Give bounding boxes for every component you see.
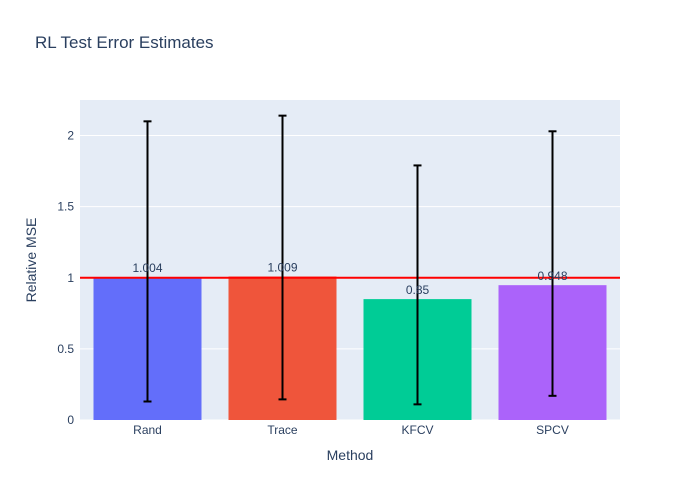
x-axis-title: Method xyxy=(327,447,374,463)
chart-title: RL Test Error Estimates xyxy=(35,33,214,52)
y-tick-label: 0.5 xyxy=(57,342,74,356)
y-tick-label: 2 xyxy=(67,129,74,143)
data-label: 1.009 xyxy=(267,260,297,274)
data-label: 0.85 xyxy=(406,283,430,297)
error-bars xyxy=(143,114,557,406)
x-tick-label: KFCV xyxy=(401,423,433,437)
x-tick-label: SPCV xyxy=(536,423,569,437)
data-label: 1.004 xyxy=(132,261,162,275)
y-tick-label: 1 xyxy=(67,271,74,285)
x-axis-ticks: Rand Trace KFCV SPCV xyxy=(133,423,569,437)
x-tick-label: Rand xyxy=(133,423,162,437)
data-labels: 1.004 1.009 0.85 0.948 xyxy=(132,260,567,297)
y-tick-label: 1.5 xyxy=(57,200,74,214)
y-axis-ticks: 0 0.5 1 1.5 2 xyxy=(57,129,74,427)
x-tick-label: Trace xyxy=(267,423,298,437)
data-label: 0.948 xyxy=(537,269,567,283)
y-tick-label: 0 xyxy=(67,413,74,427)
y-axis-title: Relative MSE xyxy=(23,218,39,303)
